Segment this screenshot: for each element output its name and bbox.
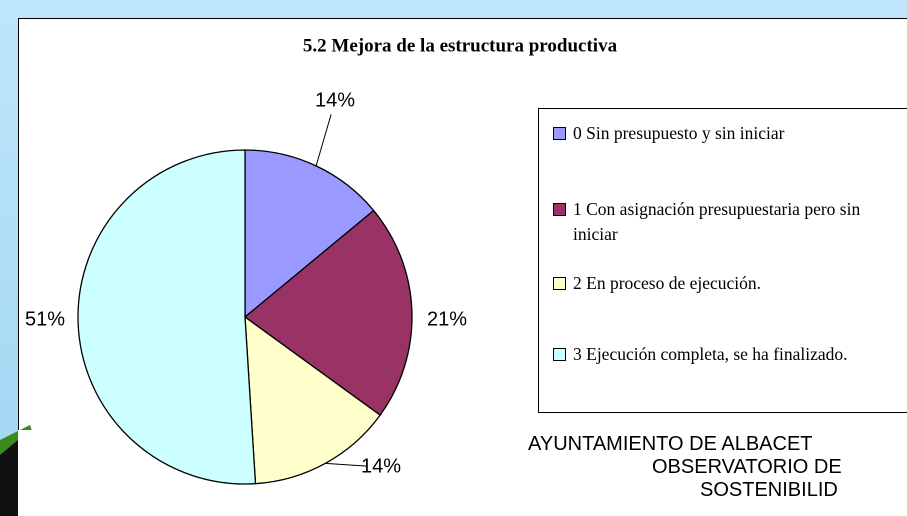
footer-text: OBSERVATORIO DE [652,456,842,479]
data-label: 51% [25,308,65,330]
chart-area [18,430,48,516]
legend-swatch [553,348,566,361]
legend-label: 2 En proceso de ejecución. [573,273,761,293]
footer-text: SOSTENIBILID [700,479,838,502]
legend-swatch [553,127,566,140]
legend-entry: 2 En proceso de ejecución. [553,271,893,296]
data-label: 14% [361,455,401,477]
legend: 0 Sin presupuesto y sin iniciar 1 Con asi… [538,108,907,413]
legend-label: 3 Ejecución completa, se ha finalizado. [573,344,848,364]
data-label: 14% [315,89,355,111]
footer-text: AYUNTAMIENTO DE ALBACET [528,433,813,456]
data-label: 21% [427,308,467,330]
page: 5.2 Mejora de la estructura productiva 1… [0,0,907,516]
legend-entry: 0 Sin presupuesto y sin iniciar [553,121,893,146]
pie-slice [78,150,255,484]
legend-label: 1 Con asignación presupuestaria pero sin… [573,199,860,244]
leader-line [316,114,331,165]
legend-entry: 3 Ejecución completa, se ha finalizado. [553,342,893,367]
legend-swatch [553,203,566,216]
legend-swatch [553,277,566,290]
legend-entry: 1 Con asignación presupuestaria pero sin… [553,197,893,247]
legend-label: 0 Sin presupuesto y sin iniciar [573,123,784,143]
chart-title: 5.2 Mejora de la estructura productiva [303,35,618,56]
